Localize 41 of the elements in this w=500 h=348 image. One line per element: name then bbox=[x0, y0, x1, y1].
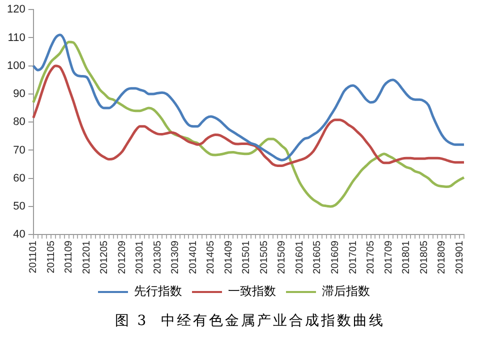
y-tick-label: 50 bbox=[13, 200, 26, 213]
x-tick-label: 201305 bbox=[152, 240, 164, 274]
x-tick-label: 201109 bbox=[64, 240, 75, 274]
x-tick-label: 201805 bbox=[418, 240, 430, 274]
x-tick-label: 201705 bbox=[366, 240, 377, 274]
x-tick-label: 201501 bbox=[241, 240, 252, 274]
legend-label: 一致指数 bbox=[228, 284, 276, 298]
caption: 图 3 中经有色金属产业合成指数曲线 bbox=[114, 312, 386, 330]
y-tick-label: 70 bbox=[13, 144, 26, 156]
x-tick-label: 201201 bbox=[81, 240, 92, 274]
x-tick-label: 201809 bbox=[436, 240, 448, 274]
x-tick-label: 201709 bbox=[383, 240, 394, 274]
x-tick-label: 201101 bbox=[28, 240, 40, 274]
y-tick-label: 80 bbox=[13, 116, 26, 128]
x-tick-label: 201901 bbox=[454, 240, 466, 274]
x-tick-label: 201701 bbox=[348, 240, 359, 274]
legend-label: 滞后指数 bbox=[322, 284, 370, 298]
y-tick-label: 90 bbox=[13, 88, 26, 100]
y-tick-label: 100 bbox=[6, 60, 26, 72]
y-tick-label: 110 bbox=[8, 32, 26, 44]
x-tick-label: 201309 bbox=[170, 240, 182, 274]
x-tick-label: 201205 bbox=[99, 240, 110, 274]
y-tick-label: 60 bbox=[13, 172, 26, 184]
x-tick-label: 201509 bbox=[276, 240, 288, 274]
x-tick-label: 201405 bbox=[206, 240, 217, 274]
y-tick-label: 40 bbox=[13, 228, 26, 241]
line-series bbox=[32, 40, 466, 208]
line-series bbox=[32, 34, 466, 162]
x-tick-label: 201605 bbox=[312, 240, 324, 274]
y-tick-label: 120 bbox=[6, 4, 26, 16]
x-tick-label: 201401 bbox=[188, 240, 199, 274]
line-series bbox=[32, 64, 466, 167]
x-tick-label: 201801 bbox=[401, 240, 412, 274]
x-tick-label: 201209 bbox=[116, 240, 128, 274]
x-tick-label: 201609 bbox=[330, 240, 341, 274]
x-tick-label: 201105 bbox=[46, 240, 57, 274]
x-tick-label: 201601 bbox=[294, 240, 306, 274]
x-tick-label: 201301 bbox=[134, 240, 146, 274]
x-tick-label: 201505 bbox=[258, 240, 270, 274]
legend-label: 先行指数 bbox=[134, 284, 182, 298]
x-tick-label: 201409 bbox=[223, 240, 234, 274]
